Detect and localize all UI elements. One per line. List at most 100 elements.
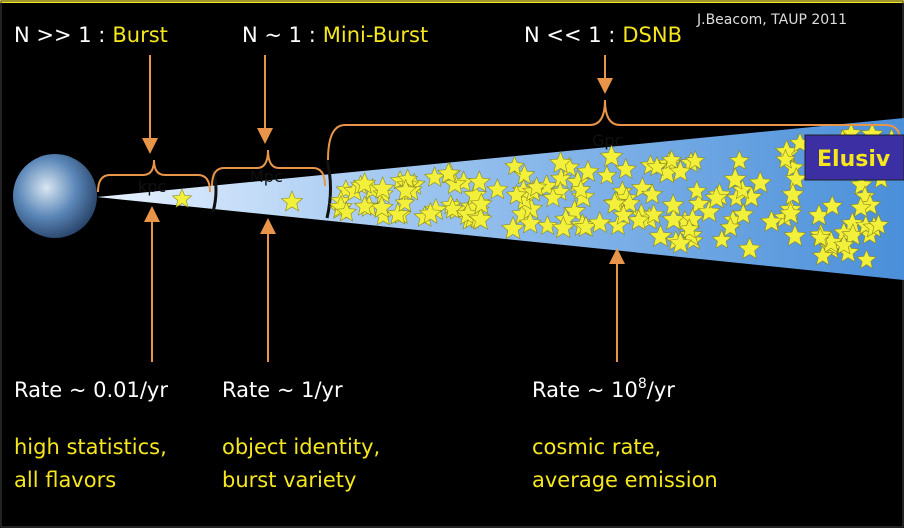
star [280,190,304,212]
star [704,185,729,209]
star [775,148,796,169]
distance-label: Mpc [250,167,283,186]
star [542,186,564,208]
regime-name: Mini-Burst [323,23,428,47]
star [849,172,874,195]
star [468,207,493,230]
star [386,202,410,225]
note: cosmic rate, [532,435,661,459]
star [606,214,630,236]
star [648,224,673,247]
rate-exponent: 8 [638,376,647,392]
star [467,170,491,192]
note: burst variety [222,468,356,492]
star [811,244,834,266]
note: high statistics, [14,435,167,459]
regime-name: DSNB [622,23,682,47]
distance-label: Gpc [592,131,623,150]
star [723,167,748,190]
star [661,193,685,216]
star [505,184,528,205]
callout-box [804,134,904,181]
star [759,209,784,232]
stars [171,122,903,269]
star [441,198,464,219]
earth [13,154,97,238]
star [504,155,525,176]
star [809,226,831,248]
note: all flavors [14,468,116,492]
rate-text: Rate ~ 10 [532,378,638,402]
star [602,191,627,214]
star [596,164,618,185]
star [627,208,650,231]
star [711,229,733,249]
star [697,199,721,223]
star [335,201,358,222]
rate: Rate ~ 0.01/yr [14,378,168,402]
star [678,218,701,239]
condition: N >> 1 : [14,23,105,47]
star [469,192,493,215]
condition: N << 1 : [524,23,615,47]
star [719,216,742,237]
star [370,176,395,200]
star [525,176,548,197]
star [588,210,612,234]
star [576,159,600,182]
star [737,236,762,260]
star [668,231,693,254]
star [641,183,664,205]
star [732,203,755,225]
rate: Rate ~ 108/yr [532,376,675,402]
rate-suffix: /yr [647,378,676,402]
star [642,203,665,225]
star [778,201,803,225]
brace [97,159,211,193]
regime-title: N ~ 1 : Mini-Burst [242,23,428,47]
credit: J.Beacom, TAUP 2011 [696,12,847,28]
star [748,170,772,194]
cone [97,118,904,280]
brace [211,149,326,187]
star [784,167,808,190]
star [570,178,592,200]
star [856,249,877,269]
condition: N ~ 1 : [242,23,316,47]
star [783,224,807,247]
star [686,180,708,201]
star [821,194,844,216]
star [437,161,460,184]
star [849,196,872,218]
star [612,203,635,225]
divider [325,159,332,219]
star [418,201,442,224]
star [353,171,377,194]
star [684,150,706,170]
star [867,213,890,235]
brace [327,99,901,161]
star [500,216,526,240]
star [731,178,754,200]
rate: Rate ~ 1/yr [222,378,343,402]
star [548,151,573,174]
regime-name: Burst [112,23,168,47]
star [486,178,509,200]
star [833,234,855,255]
star [668,159,692,182]
star [599,144,624,168]
regime-title: N >> 1 : Burst [14,23,168,47]
star [171,188,193,208]
star [781,182,805,205]
star [537,214,559,235]
star [518,211,542,234]
star [646,155,668,177]
star [394,178,418,201]
star [353,195,376,216]
star [551,215,576,239]
distance-label: kpc [138,177,166,196]
callout: Elusiv [817,147,891,172]
regime-title: N << 1 : DSNB [524,23,682,47]
star [728,149,750,170]
